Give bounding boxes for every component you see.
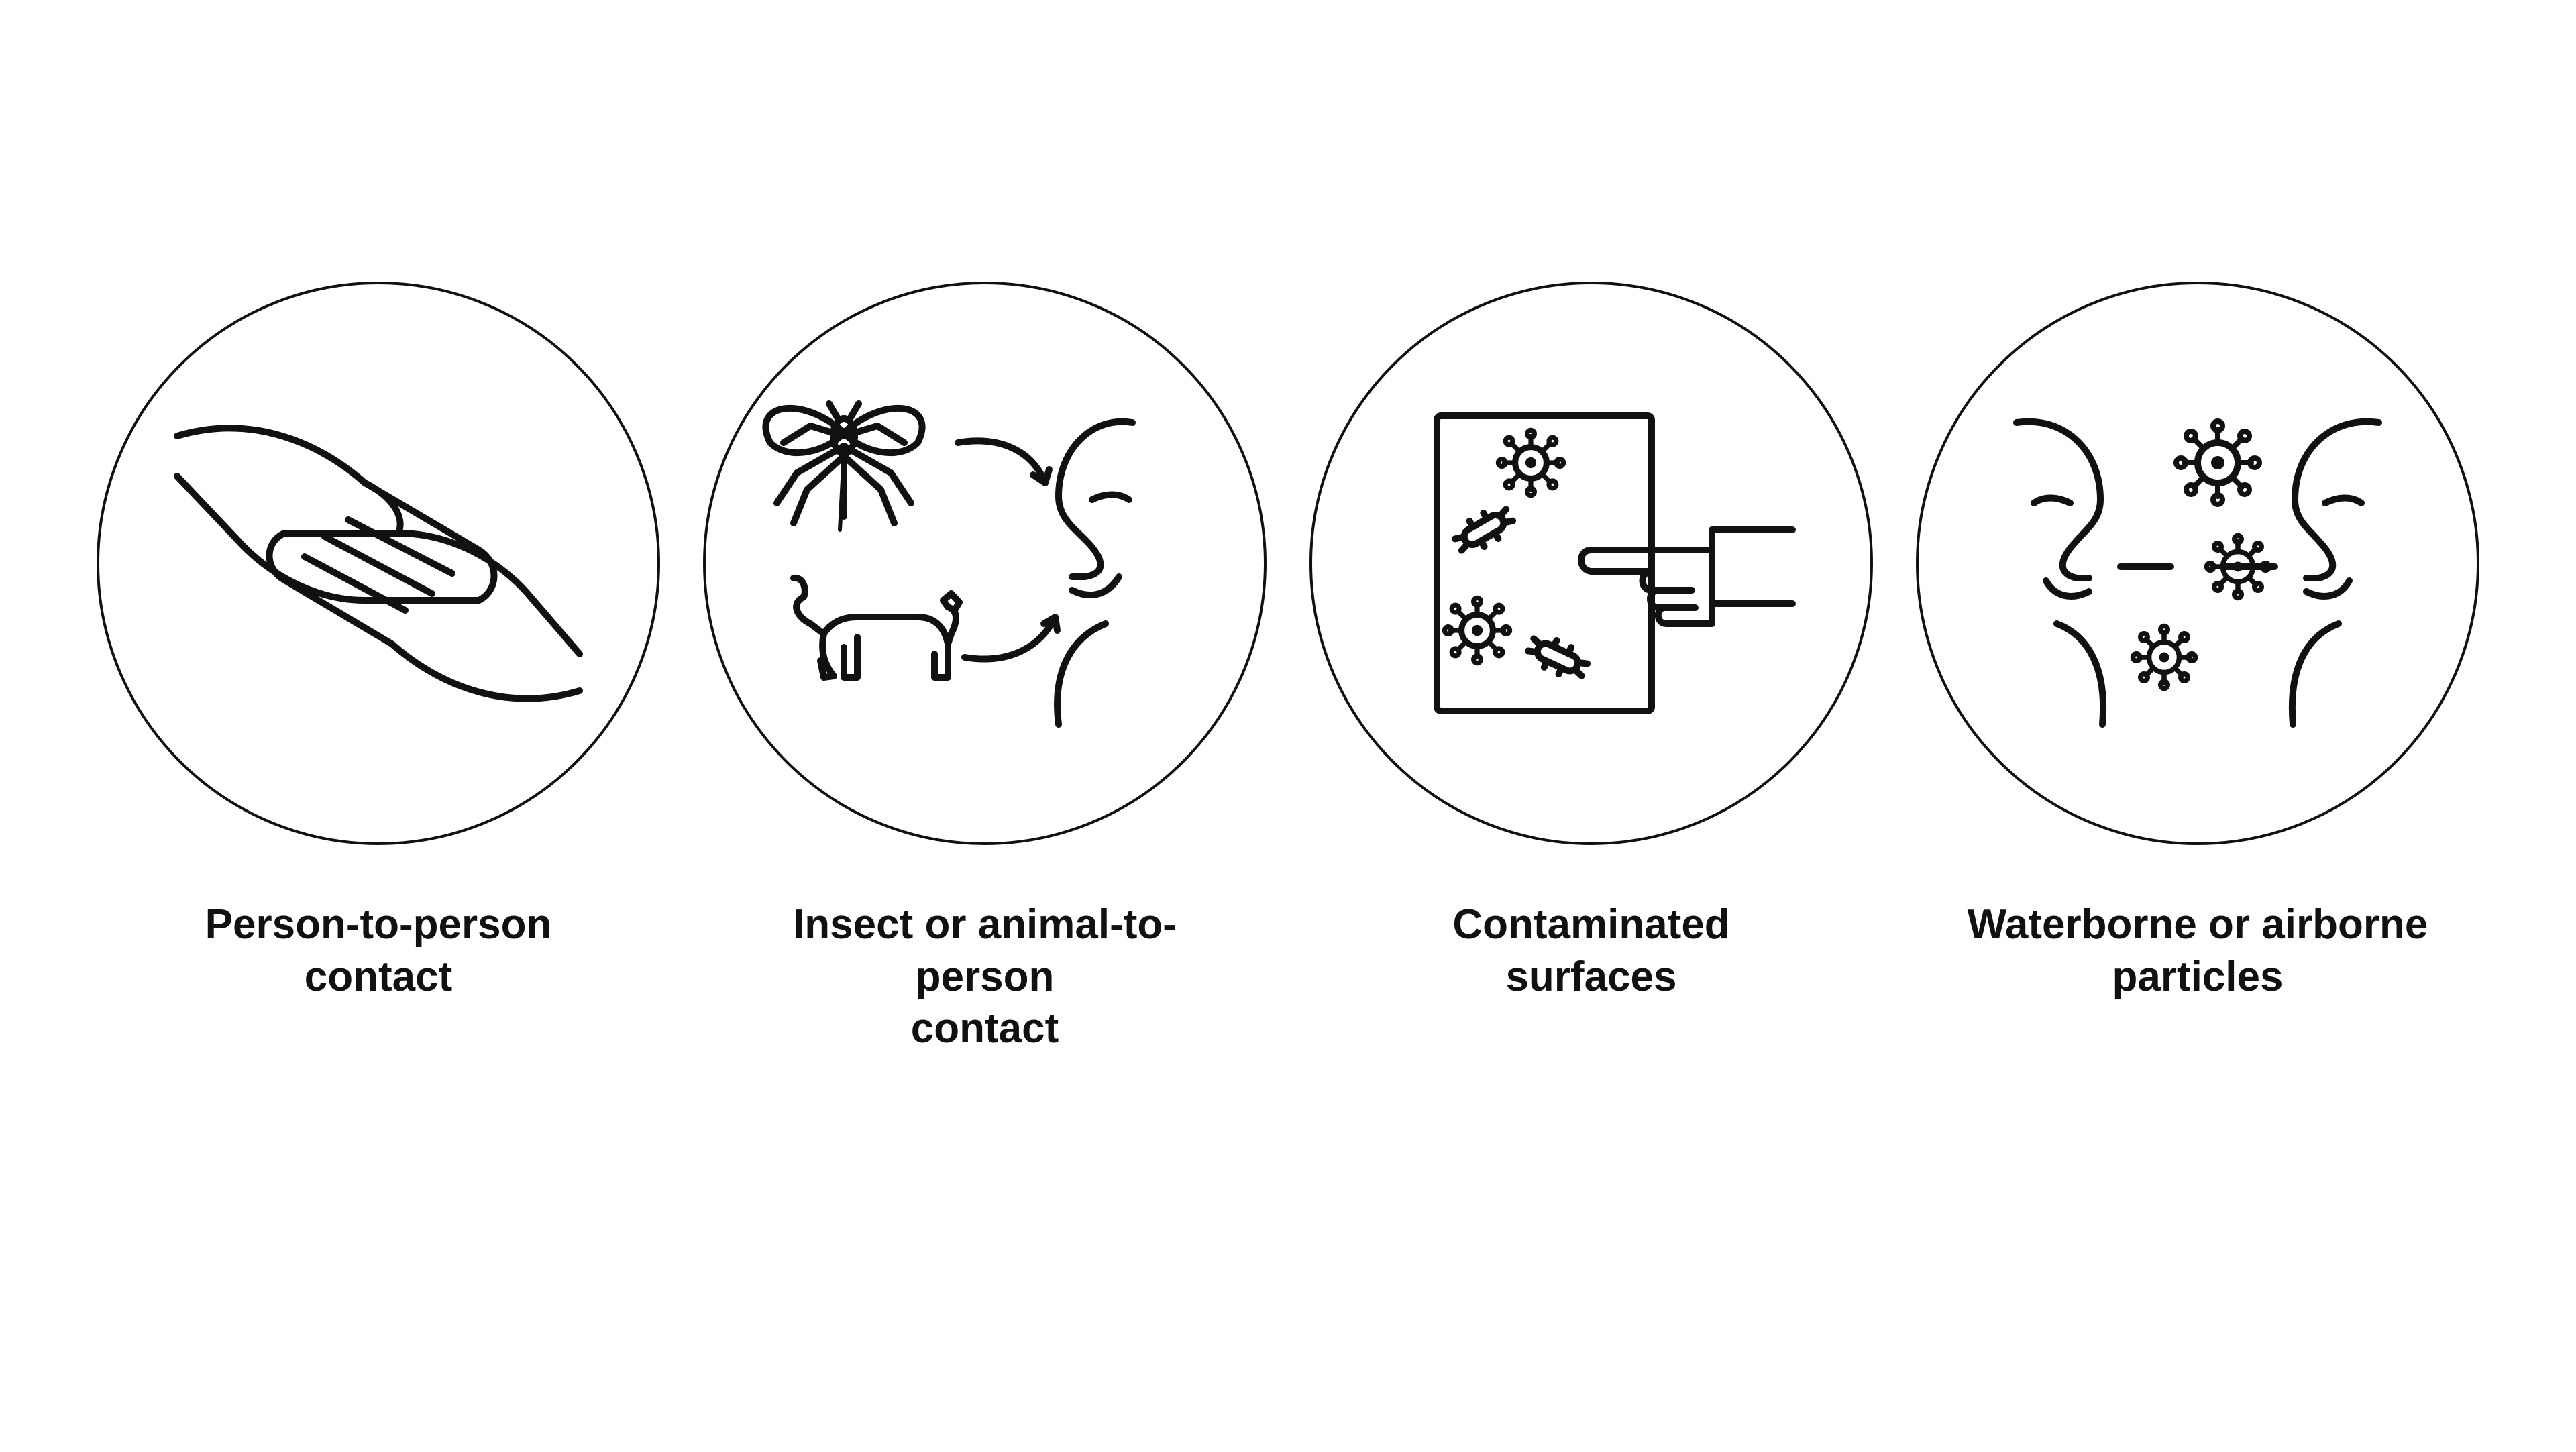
airborne-particles-icon <box>1970 382 2426 744</box>
circle-4 <box>1916 282 2479 845</box>
label-3: Contaminated surfaces <box>1452 899 1729 1003</box>
item-person-to-person: Person-to-person contact <box>97 282 660 1055</box>
infographic-row: Person-to-person contact <box>0 282 2576 1055</box>
circle-1 <box>97 282 660 845</box>
handshake-icon <box>164 396 593 731</box>
animal-insect-icon <box>757 376 1213 751</box>
contaminated-surface-icon <box>1377 389 1806 738</box>
circle-2 <box>703 282 1267 845</box>
item-contaminated: Contaminated surfaces <box>1309 282 1873 1055</box>
item-animal-to-person: Insect or animal-to-person contact <box>703 282 1267 1055</box>
label-2: Insect or animal-to-person contact <box>730 899 1240 1055</box>
label-1: Person-to-person contact <box>205 899 552 1003</box>
circle-3 <box>1309 282 1873 845</box>
label-4: Waterborne or airborne particles <box>1968 899 2428 1003</box>
item-airborne: Waterborne or airborne particles <box>1916 282 2479 1055</box>
